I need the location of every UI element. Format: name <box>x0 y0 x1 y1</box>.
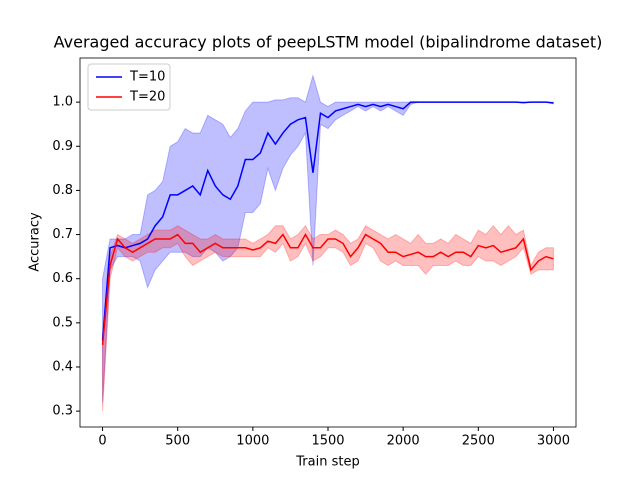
y-tick-label: 0.7 <box>52 227 73 242</box>
x-tick-label: 3000 <box>537 434 570 449</box>
x-tick-label: 1000 <box>236 434 269 449</box>
y-tick-label: 0.6 <box>52 271 73 286</box>
y-tick-label: 0.5 <box>52 315 73 330</box>
legend-label: T=20 <box>129 90 165 105</box>
band <box>102 224 554 412</box>
y-tick-label: 0.8 <box>52 183 73 198</box>
y-tick-label: 0.9 <box>52 139 73 154</box>
legend-label: T=10 <box>129 70 165 85</box>
x-tick-label: 500 <box>165 434 190 449</box>
legend-box <box>87 63 171 111</box>
x-tick-label: 2000 <box>387 434 420 449</box>
x-tick-label: 2500 <box>462 434 495 449</box>
chart-title: Averaged accuracy plots of peepLSTM mode… <box>54 33 603 52</box>
y-tick-label: 1.0 <box>52 95 73 110</box>
line <box>101 233 554 345</box>
x-tick-label: 1500 <box>311 434 344 449</box>
band <box>102 73 554 403</box>
line <box>101 101 554 341</box>
x-axis-label: Train step <box>295 455 359 470</box>
y-axis-label: Accuracy <box>28 212 43 272</box>
y-tick-label: 0.3 <box>52 404 73 419</box>
x-tick-label: 0 <box>98 434 106 449</box>
y-tick-label: 0.4 <box>52 359 73 374</box>
